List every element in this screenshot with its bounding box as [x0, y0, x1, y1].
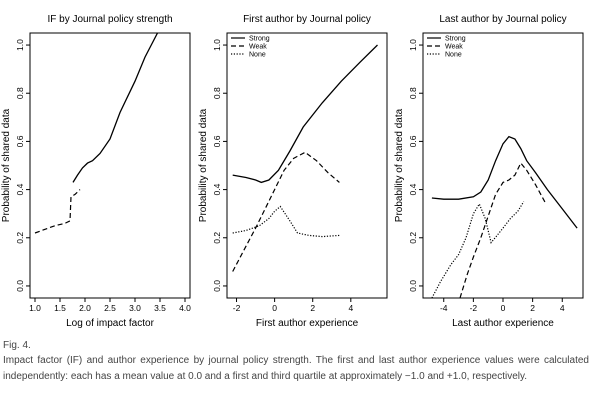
panel-2-y-tick-label: 0.6 [212, 135, 222, 147]
panel-1-x-axis-label: Log of impact factor [66, 318, 154, 329]
panel-3-legend-label-none: None [445, 52, 462, 59]
panel-2-y-axis-label: Probability of shared data [198, 108, 209, 222]
panel-3-x-tick-label: 4 [560, 303, 565, 313]
figure-panels: IF by Journal policy strength 1.0 1.5 2.0 2.… [1, 14, 584, 329]
panel-2-frame [226, 32, 388, 299]
figure-caption: Impact factor (IF) and author experience… [3, 355, 589, 382]
panel-1-series-line-2 [34, 189, 81, 234]
panel-3-y-tick-label: 0.4 [408, 183, 418, 195]
panel-2-series-strong [232, 44, 378, 184]
panel-1: IF by Journal policy strength 1.0 1.5 2.0 2.… [1, 14, 191, 329]
panel-2-x-tick-label: 4 [348, 303, 353, 313]
panel-1-y-tick-label: 0.0 [15, 280, 25, 292]
panel-3-y-tick-label: 0.8 [408, 87, 418, 99]
panel-3-y-tick-label: 0.6 [408, 135, 418, 147]
panel-1-y-tick-label: 0.6 [15, 135, 25, 147]
panel-3-legend-label-strong: Strong [445, 36, 466, 43]
panel-1-x-tick-label: 2.5 [104, 303, 116, 313]
panel-3-series-weak [459, 161, 547, 298]
panel-1-y-tick-label: 1.0 [15, 39, 25, 51]
panel-3-x-axis-label: Last author experience [452, 318, 554, 329]
panel-2-y-tick-label: 0.4 [212, 183, 222, 195]
panel-3-x-tick-label: -2 [470, 303, 478, 313]
panel-3-x-tick-label: 0 [501, 303, 506, 313]
panel-2-title: First author by Journal policy [243, 14, 371, 25]
panel-3-frame [422, 32, 584, 299]
panel-3-legend-label-weak: Weak [445, 44, 463, 51]
panel-2-x-tick-label: 0 [272, 303, 277, 313]
panel-2-y-tick-label: 1.0 [212, 39, 222, 51]
panel-1-y-axis-label: Probability of shared data [1, 108, 12, 222]
panel-1-x-tick-label: 3.0 [129, 303, 141, 313]
panel-3-y-tick-label: 0.0 [408, 280, 418, 292]
panel-1-x-tick-label: 3.5 [154, 303, 166, 313]
panel-1-x-tick-label: 1.0 [29, 303, 41, 313]
panel-2-legend-label-none: None [249, 52, 266, 59]
panel-1-y-tick-label: 0.2 [15, 232, 25, 244]
panel-1-x-tick-label: 4.0 [179, 303, 191, 313]
panel-2-y-tick-label: 0.2 [212, 232, 222, 244]
panel-2-y-tick-label: 0.0 [212, 280, 222, 292]
panel-3-y-tick-label: 0.2 [408, 232, 418, 244]
panel-2-x-tick-label: 2 [310, 303, 315, 313]
panel-3-series-strong [431, 135, 578, 229]
panel-2-x-axis-label: First author experience [256, 318, 359, 329]
panel-1-x-tick-label: 1.5 [54, 303, 66, 313]
panel-1-frame [29, 32, 191, 299]
panel-3: Last author by Journal policy -4 -2 0 2 4 0.0 0… [394, 14, 584, 329]
panel-2-legend-label-strong: Strong [249, 36, 270, 43]
panel-3-y-tick-label: 1.0 [408, 39, 418, 51]
panel-2-legend-label-weak: Weak [249, 44, 267, 51]
panel-3-x-tick-label: 2 [530, 303, 535, 313]
panel-3-x-tick-label: -4 [440, 303, 448, 313]
figure-label: Fig. 4. [3, 340, 31, 351]
panel-2-series-none [232, 205, 340, 238]
panel-1-title: IF by Journal policy strength [47, 14, 172, 25]
panel-1-series-line-1 [72, 33, 159, 183]
panel-2-series-weak [232, 151, 340, 272]
panel-3-y-axis-label: Probability of shared data [394, 108, 405, 222]
panel-3-title: Last author by Journal policy [439, 14, 566, 25]
panel-2-x-tick-label: -2 [233, 303, 241, 313]
panel-2: First author by Journal policy -2 0 2 4 0.0 0.… [198, 14, 388, 329]
panel-3-series-none [431, 201, 525, 298]
panel-1-y-tick-label: 0.4 [15, 183, 25, 195]
panel-1-y-tick-label: 0.8 [15, 87, 25, 99]
panel-1-x-tick-label: 2.0 [79, 303, 91, 313]
panel-2-y-tick-label: 0.8 [212, 87, 222, 99]
